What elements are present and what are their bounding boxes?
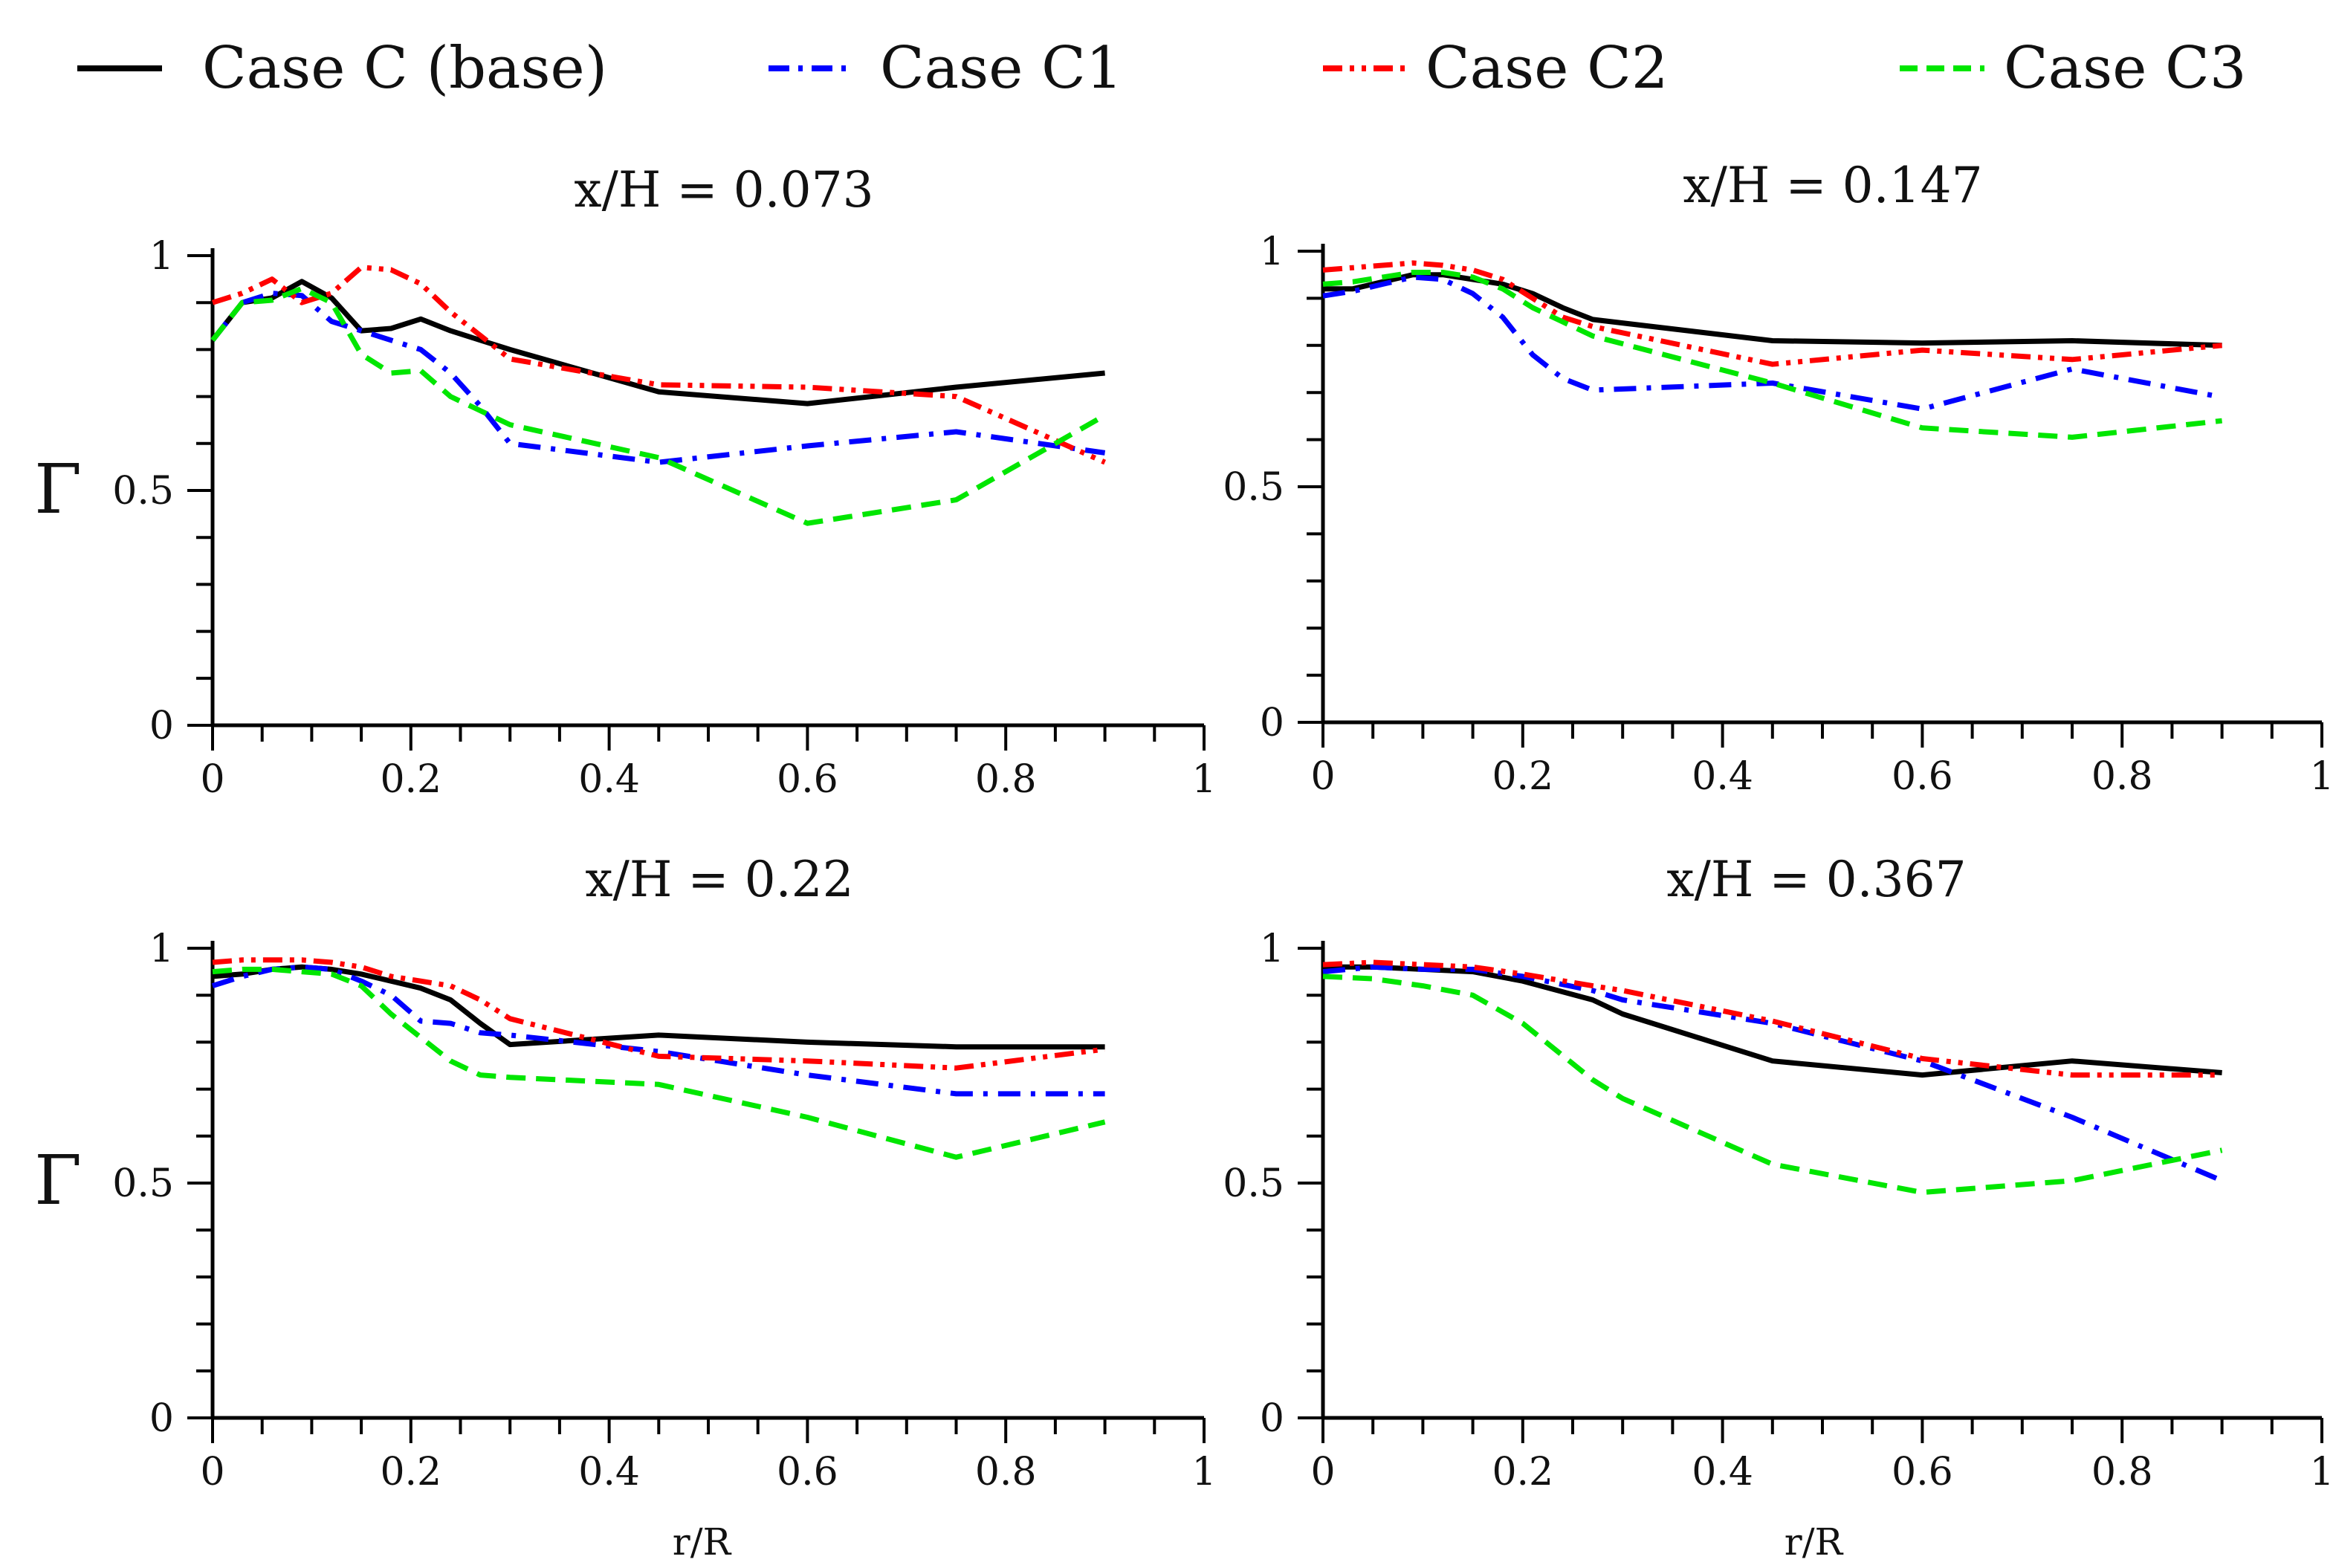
x-tick-label: 0.4 [1692, 754, 1753, 799]
series-case-c-base [1323, 964, 2222, 1078]
x-tick-label: 0.6 [1892, 1450, 1953, 1494]
legend-entry-case-c3: Case C3 [1900, 35, 2246, 102]
legend-entry-case-c: Case C (base) [77, 35, 607, 102]
x-tick-label: 0.6 [777, 1450, 838, 1494]
panel-4-plot: 0 0.2 0.4 0.6 0.8 1 0 0.5 1 [1223, 927, 2334, 1494]
series-case-c1 [1322, 274, 2223, 412]
x-tick-label: 0.8 [2091, 1450, 2153, 1494]
x-tick-label: 1 [1191, 1450, 1216, 1494]
series-case-c3 [212, 966, 1106, 1160]
x-tick-label: 1 [2309, 1450, 2334, 1494]
y-tick-label: 0 [149, 1396, 174, 1441]
series-case-c2 [212, 957, 1106, 1071]
x-tick-label: 0.6 [1892, 754, 1953, 799]
series-case-c3 [1322, 973, 2223, 1196]
x-tick-label: 1 [2309, 754, 2334, 799]
legend-label-case-c3: Case C3 [2004, 35, 2246, 102]
x-tick-label: 0 [1310, 754, 1335, 799]
series-case-c1 [210, 291, 1106, 465]
x-tick-label: 0.8 [975, 1450, 1037, 1494]
panel-1-title: x/H = 0.073 [574, 161, 873, 218]
series-case-c1 [1322, 964, 2223, 1184]
x-tick-label: 0.2 [380, 1450, 441, 1494]
x-tick-label: 0.4 [578, 1450, 640, 1494]
y-tick-label: 1 [149, 927, 174, 971]
x-tick-label: 0.2 [380, 757, 441, 802]
x-tick-label: 0.8 [975, 757, 1037, 802]
y-tick-label: 1 [1260, 230, 1284, 274]
y-tick-label: 0 [1260, 701, 1284, 745]
x-tick-label: 0 [200, 757, 224, 802]
y-tick-label: 0.5 [112, 1162, 174, 1206]
panel-1-ylabel: Γ [34, 450, 82, 529]
legend-label-case-c1: Case C1 [880, 35, 1122, 102]
x-tick-label: 0.8 [2091, 754, 2153, 799]
y-tick-label: 1 [149, 234, 174, 279]
series-case-c1 [211, 964, 1105, 1097]
legend: Case C (base) Case C1 Case C2 Case C3 [77, 35, 2246, 102]
x-tick-label: 0 [200, 1450, 224, 1494]
panel-3-title: x/H = 0.22 [585, 851, 853, 908]
x-tick-label: 1 [1191, 757, 1216, 802]
series-case-c-base [1323, 272, 2222, 349]
x-tick-label: 0 [1310, 1450, 1335, 1494]
panel-2-plot: 0 0.2 0.4 0.6 0.8 1 0 0.5 1 [1223, 230, 2334, 799]
series-case-c3 [1322, 270, 2222, 440]
panel-1-plot: 0 0.2 0.4 0.6 0.8 1 0 0.5 1 [112, 234, 1216, 802]
legend-label-case-c2: Case C2 [1426, 35, 1668, 102]
panel-3-ylabel: Γ [34, 1141, 82, 1220]
series-case-c2 [1322, 260, 2222, 367]
x-tick-label: 0.6 [777, 757, 838, 802]
series-case-c2 [1322, 959, 2222, 1078]
series-case-c3 [210, 285, 1107, 526]
x-tick-label: 0.4 [1692, 1450, 1753, 1494]
y-tick-label: 0 [1260, 1396, 1284, 1441]
x-tick-label: 0.4 [578, 757, 640, 802]
x-tick-label: 0.2 [1492, 754, 1553, 799]
x-tick-label: 0.2 [1492, 1450, 1553, 1494]
y-tick-label: 0.5 [1223, 1162, 1284, 1206]
legend-entry-case-c2: Case C2 [1323, 35, 1668, 102]
y-tick-label: 0 [149, 704, 174, 748]
legend-label-case-c: Case C (base) [202, 35, 607, 102]
y-tick-label: 0.5 [112, 469, 174, 514]
panel-4-xlabel: r/R [1785, 1520, 1844, 1564]
series-case-c2 [211, 265, 1107, 465]
y-tick-label: 0.5 [1223, 465, 1284, 510]
legend-entry-case-c1: Case C1 [769, 35, 1122, 102]
y-tick-label: 1 [1260, 927, 1284, 971]
panel-2-title: x/H = 0.147 [1683, 157, 1982, 214]
panel-3-xlabel: r/R [673, 1520, 732, 1564]
series-case-c-base [210, 279, 1105, 406]
panel-4-title: x/H = 0.367 [1666, 851, 1966, 908]
panel-3-plot: 0 0.2 0.4 0.6 0.8 1 0 0.5 1 [112, 927, 1216, 1494]
